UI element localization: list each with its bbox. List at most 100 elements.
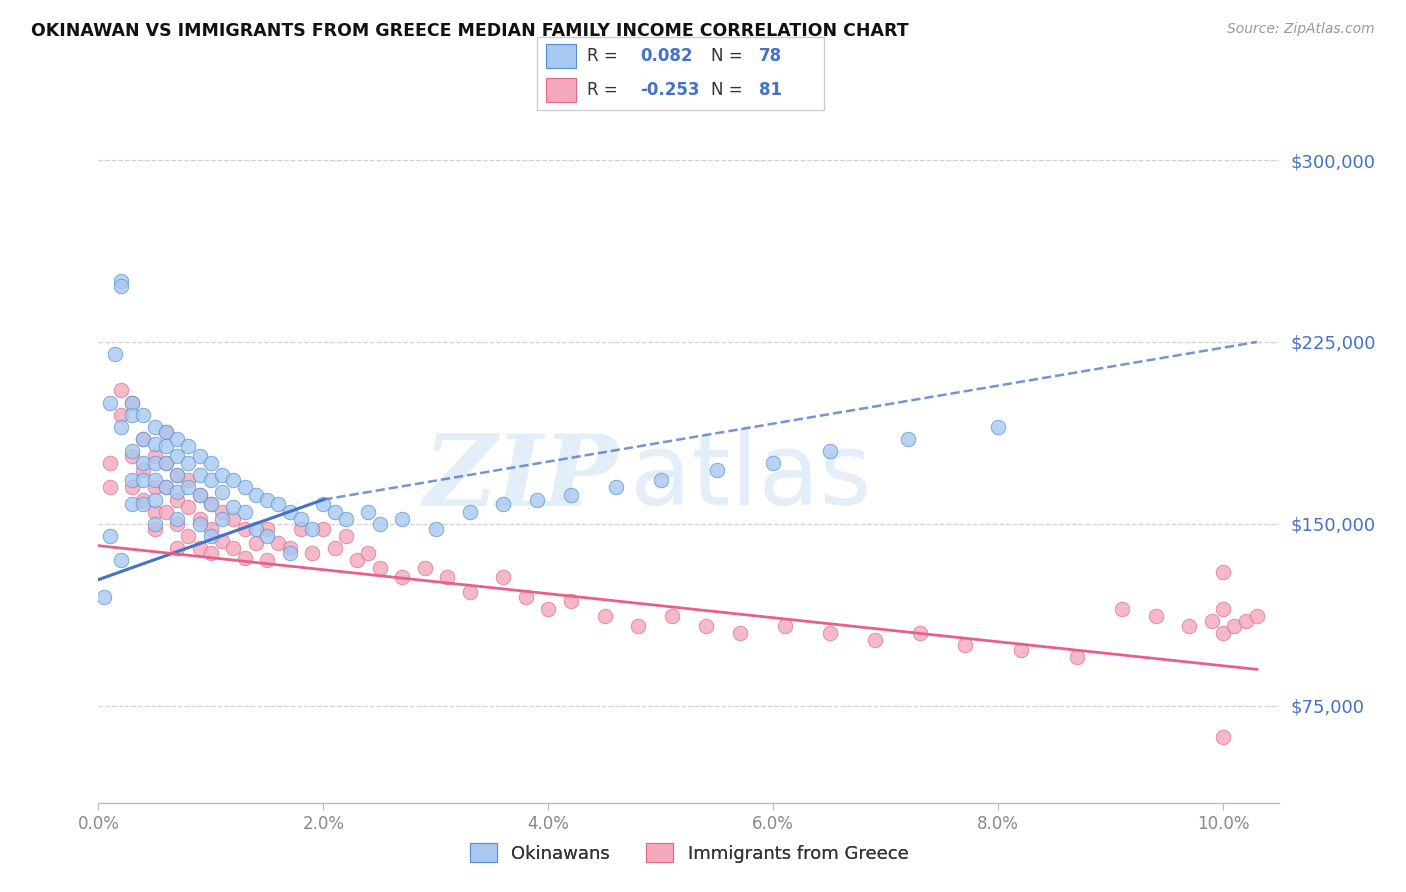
Point <box>166 485 188 500</box>
Point <box>245 488 267 502</box>
Point <box>98 480 121 494</box>
Point <box>132 432 155 446</box>
Point <box>233 522 256 536</box>
Point <box>155 480 177 494</box>
Point <box>132 408 155 422</box>
Point <box>706 463 728 477</box>
Point <box>155 505 177 519</box>
Point <box>188 512 211 526</box>
Text: N =: N = <box>711 47 742 65</box>
Point <box>650 473 672 487</box>
Point <box>436 570 458 584</box>
Text: -0.253: -0.253 <box>641 81 700 99</box>
Point <box>155 456 177 470</box>
Legend: Okinawans, Immigrants from Greece: Okinawans, Immigrants from Greece <box>463 836 915 870</box>
Point <box>132 498 155 512</box>
Point <box>987 420 1010 434</box>
Point <box>605 480 627 494</box>
Point <box>458 505 481 519</box>
Point <box>661 609 683 624</box>
Point <box>301 546 323 560</box>
Point <box>110 553 132 567</box>
Point <box>458 584 481 599</box>
Point <box>256 492 278 507</box>
Point <box>413 560 436 574</box>
Point <box>492 570 515 584</box>
Point <box>897 432 920 446</box>
Point <box>256 553 278 567</box>
Text: 0.082: 0.082 <box>641 47 693 65</box>
Text: Source: ZipAtlas.com: Source: ZipAtlas.com <box>1227 22 1375 37</box>
Point <box>121 480 143 494</box>
Bar <box>546 44 575 69</box>
Point <box>155 425 177 439</box>
Text: ZIP: ZIP <box>423 430 619 526</box>
FancyBboxPatch shape <box>537 37 824 110</box>
Point <box>166 449 188 463</box>
Point <box>143 456 166 470</box>
Point <box>233 480 256 494</box>
Point <box>233 505 256 519</box>
Point <box>1223 618 1246 632</box>
Point <box>143 449 166 463</box>
Point <box>110 279 132 293</box>
Point <box>121 395 143 409</box>
Point <box>593 609 616 624</box>
Point <box>1111 601 1133 615</box>
Point <box>1066 650 1088 665</box>
Point <box>1234 614 1257 628</box>
Point <box>98 456 121 470</box>
Point <box>560 594 582 608</box>
Point <box>627 618 650 632</box>
Point <box>188 541 211 555</box>
Point <box>188 488 211 502</box>
Point <box>245 536 267 550</box>
Point <box>762 456 785 470</box>
Point <box>267 498 290 512</box>
Point <box>132 492 155 507</box>
Point <box>98 395 121 409</box>
Point <box>773 618 796 632</box>
Point <box>132 432 155 446</box>
Point <box>143 473 166 487</box>
Point <box>166 492 188 507</box>
Point <box>357 546 380 560</box>
Point <box>110 408 132 422</box>
Point <box>222 500 245 514</box>
Point <box>121 473 143 487</box>
Point <box>110 384 132 398</box>
Point <box>200 529 222 543</box>
Point <box>1201 614 1223 628</box>
Point <box>211 512 233 526</box>
Point <box>166 516 188 531</box>
Point <box>290 512 312 526</box>
Text: 81: 81 <box>759 81 782 99</box>
Point <box>222 541 245 555</box>
Point <box>312 498 335 512</box>
Point <box>98 529 121 543</box>
Point <box>560 488 582 502</box>
Point <box>301 522 323 536</box>
Point <box>121 444 143 458</box>
Point <box>1212 626 1234 640</box>
Point <box>233 550 256 565</box>
Point <box>155 425 177 439</box>
Point <box>177 456 200 470</box>
Point <box>357 505 380 519</box>
Point <box>222 473 245 487</box>
Text: R =: R = <box>588 47 619 65</box>
Point <box>211 485 233 500</box>
Point <box>177 473 200 487</box>
Point <box>177 529 200 543</box>
Point <box>200 522 222 536</box>
Point <box>121 498 143 512</box>
Point <box>132 473 155 487</box>
Text: N =: N = <box>711 81 742 99</box>
Point <box>1144 609 1167 624</box>
Point <box>425 522 447 536</box>
Point <box>1212 566 1234 580</box>
Point <box>278 546 301 560</box>
Point <box>166 468 188 483</box>
Point <box>391 570 413 584</box>
Point <box>143 492 166 507</box>
